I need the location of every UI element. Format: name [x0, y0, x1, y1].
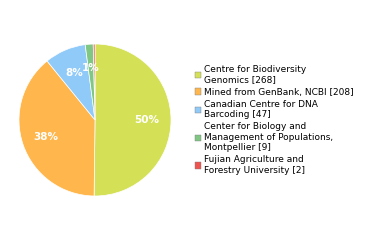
Wedge shape: [47, 45, 95, 120]
Legend: Centre for Biodiversity
Genomics [268], Mined from GenBank, NCBI [208], Canadian: Centre for Biodiversity Genomics [268], …: [195, 65, 354, 175]
Wedge shape: [94, 44, 171, 196]
Wedge shape: [93, 44, 95, 120]
Wedge shape: [85, 44, 95, 120]
Wedge shape: [19, 61, 95, 196]
Text: 1%: 1%: [82, 63, 100, 73]
Text: 8%: 8%: [66, 67, 84, 78]
Text: 38%: 38%: [34, 132, 59, 142]
Text: 50%: 50%: [134, 115, 159, 125]
